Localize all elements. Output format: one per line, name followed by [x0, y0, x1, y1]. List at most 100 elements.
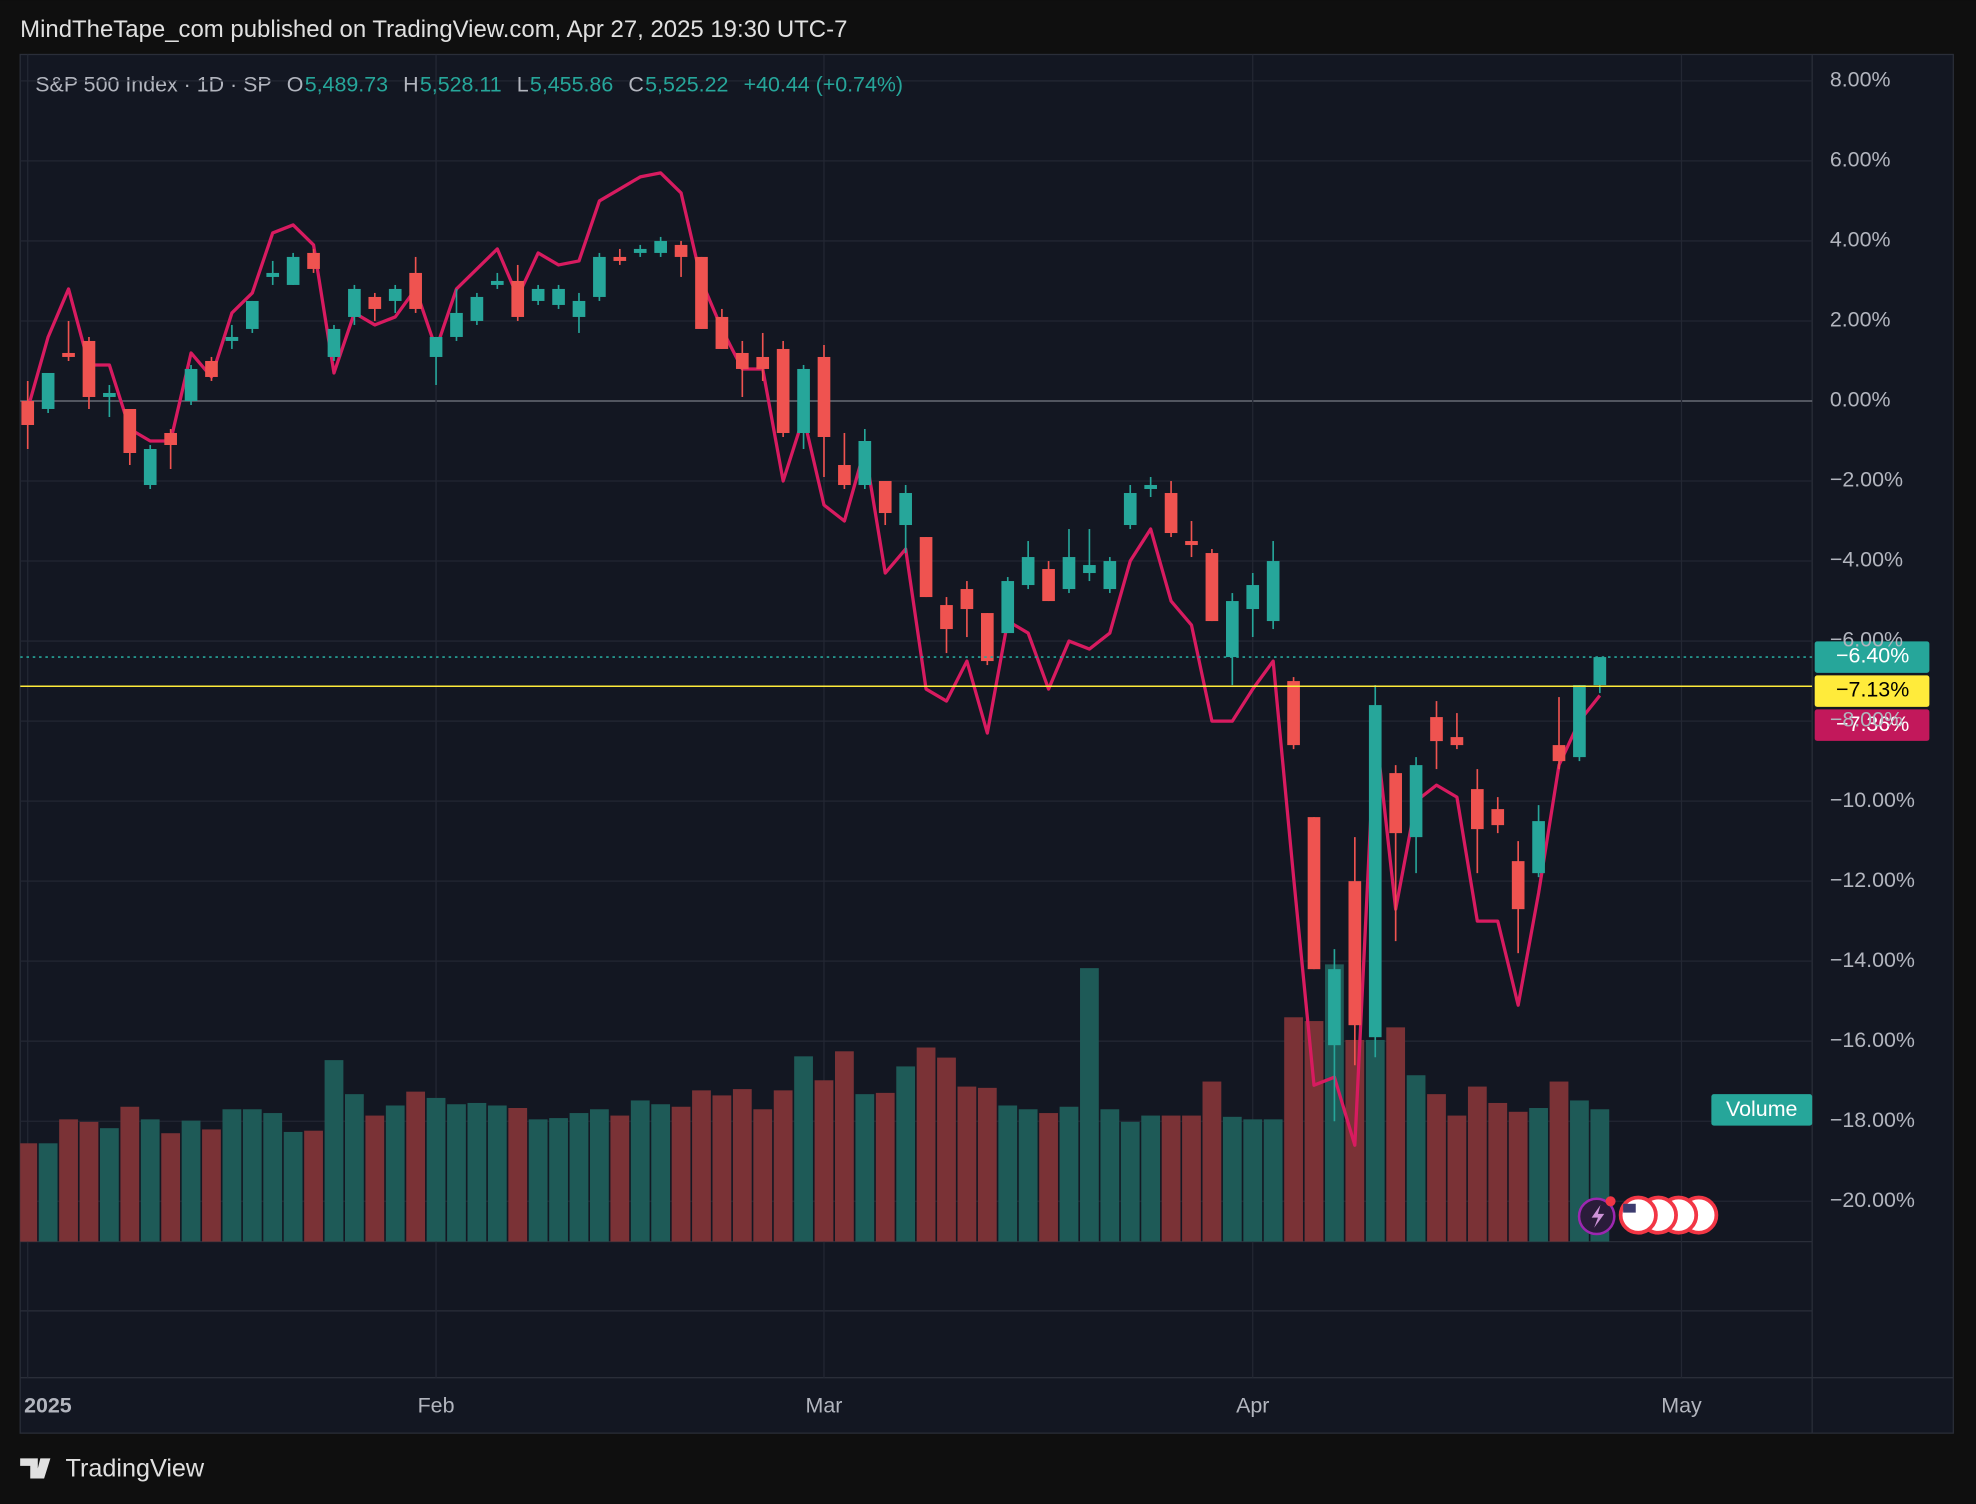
candle-body	[838, 465, 851, 486]
x-tick-label: Mar	[806, 1393, 843, 1417]
legend-value: 5,528.11	[420, 73, 502, 97]
volume-bar	[508, 1108, 528, 1242]
volume-bar	[671, 1106, 691, 1242]
candle-body	[62, 352, 75, 357]
price-badge	[1814, 675, 1930, 707]
price-badges: −6.40% −7.13% −7.36%	[1814, 641, 1930, 741]
legend-value: 5,489.73	[305, 73, 388, 97]
candle-body	[1491, 809, 1505, 826]
symbol-title: S&P 500 Index · 1D · SP	[35, 73, 271, 97]
candle-body	[715, 316, 729, 349]
brand-logo	[20, 1458, 51, 1479]
candle-body	[1471, 789, 1484, 830]
volume-bar	[1182, 1115, 1201, 1242]
volume-bar	[692, 1090, 711, 1242]
volume-bar	[1263, 1119, 1283, 1242]
candle-body	[184, 368, 198, 401]
volume-bar	[651, 1104, 671, 1242]
volume-bar	[344, 1094, 364, 1242]
x-tick-label: Feb	[418, 1393, 455, 1417]
candle-body	[21, 400, 35, 425]
candle-body	[1205, 553, 1219, 622]
y-tick-label: 8.00%	[1830, 68, 1891, 92]
volume-bar	[263, 1113, 283, 1242]
volume-bar	[1080, 968, 1099, 1242]
brand-text: TradingView	[66, 1454, 205, 1482]
candle-body	[674, 244, 688, 257]
y-tick-label: −16.00%	[1830, 1028, 1915, 1052]
candle-body	[940, 605, 953, 630]
volume-bar	[1039, 1113, 1058, 1242]
volume-bar	[283, 1131, 303, 1242]
volume-bar	[1549, 1081, 1569, 1242]
candle-body	[756, 356, 770, 369]
candle-body	[1225, 601, 1239, 658]
volume-bar	[1100, 1109, 1120, 1242]
candle-body	[1287, 681, 1300, 746]
volume-bar	[1365, 1039, 1385, 1242]
volume-bar	[385, 1105, 405, 1242]
volume-bar	[487, 1105, 507, 1242]
volume-bar	[957, 1086, 977, 1242]
volume-bar	[528, 1119, 548, 1242]
x-tick-label: 2025	[24, 1393, 72, 1417]
candle-body	[205, 360, 218, 377]
candle-body	[368, 296, 382, 309]
candle-body	[1573, 685, 1586, 758]
volume-bar	[773, 1090, 793, 1242]
price-badge-label: −6.40%	[1836, 644, 1909, 668]
candle-body	[490, 280, 504, 285]
volume-bar	[794, 1056, 813, 1242]
candle-body	[572, 300, 586, 317]
volume-bar	[1427, 1094, 1446, 1242]
volume-bar	[835, 1051, 854, 1242]
candle-body	[980, 613, 994, 662]
candle-body	[633, 248, 647, 253]
volume-bar	[99, 1128, 119, 1242]
y-tick-label: −20.00%	[1830, 1188, 1915, 1212]
candle-body	[450, 312, 463, 337]
volume-bar	[1488, 1102, 1508, 1242]
candle-body	[531, 288, 545, 301]
candle-body	[1532, 821, 1545, 874]
candle-body	[817, 356, 831, 437]
volume-bar	[1284, 1017, 1303, 1242]
candle-body	[82, 340, 96, 397]
volume-bar	[1243, 1119, 1263, 1242]
candle-body	[143, 449, 157, 486]
volume-bar	[569, 1113, 589, 1242]
candle-body	[1348, 881, 1362, 1026]
y-tick-label: −8.00%	[1830, 708, 1903, 732]
candle-body	[797, 368, 810, 433]
candle-body	[735, 352, 749, 369]
candle-body	[1328, 969, 1341, 1046]
flag-icon	[1618, 1195, 1658, 1235]
candle-body	[919, 537, 933, 598]
volume-bar	[1222, 1116, 1242, 1242]
price-badge	[1814, 641, 1930, 673]
candle-body	[1552, 745, 1566, 762]
price-series	[20, 171, 1813, 1147]
candle-body	[1593, 657, 1607, 686]
bolt-icon	[1591, 1205, 1605, 1228]
candle-body	[1368, 705, 1382, 1038]
volume-bar	[79, 1121, 99, 1242]
volume-bar	[467, 1102, 487, 1242]
volume-bar	[1386, 1027, 1406, 1242]
candle-body	[103, 392, 116, 397]
candle-body	[776, 348, 790, 433]
volume-bar	[998, 1105, 1018, 1242]
legend-key: O	[287, 73, 304, 97]
price-badge	[1814, 709, 1930, 741]
volume-bar	[181, 1120, 201, 1242]
legend-value: 5,525.22	[645, 73, 728, 97]
volume-bar	[222, 1109, 242, 1242]
brand: TradingView	[20, 1454, 205, 1482]
volume-bar	[1304, 1021, 1324, 1242]
candle-body	[409, 272, 422, 309]
volume-bar	[120, 1106, 140, 1242]
candle-body	[307, 252, 320, 269]
candle-body	[41, 372, 55, 409]
volume-bar	[630, 1100, 650, 1242]
volume-bar	[896, 1066, 916, 1242]
